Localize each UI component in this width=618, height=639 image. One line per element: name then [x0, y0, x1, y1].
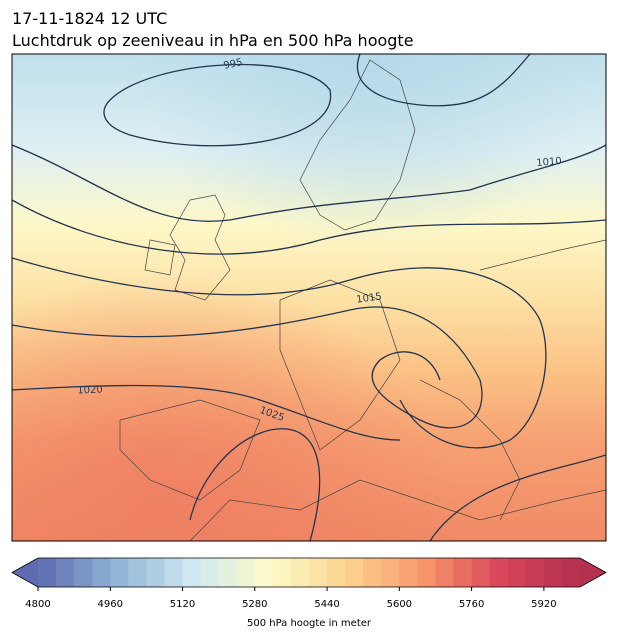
colorbar-tick-label: 5600 [387, 599, 412, 610]
map-frame [11, 53, 607, 542]
colorbar-segment [525, 558, 545, 587]
colorbar-segment [200, 558, 220, 587]
colorbar-segment [110, 558, 129, 587]
isobar-label: 1015 [356, 291, 383, 305]
colorbar-extend-low [12, 558, 38, 587]
colorbar-segment [182, 558, 202, 587]
colorbar-segment [327, 558, 346, 587]
colorbar-segment [543, 558, 563, 587]
colorbar-segment [146, 558, 165, 587]
colorbar-segment [38, 558, 57, 587]
colorbar-segment [74, 558, 93, 587]
height-field-cold [12, 54, 606, 541]
isobars [12, 54, 606, 541]
title-line-1: 17-11-1824 12 UTC [12, 9, 167, 28]
colorbar-label: 500 hPa hoogte in meter [247, 618, 372, 629]
colorbar-segment [254, 558, 274, 587]
colorbar-outline [11, 557, 607, 588]
colorbar-tick-label: 5920 [531, 599, 556, 610]
colorbar-segment [218, 558, 238, 587]
colorbar-segment [272, 558, 292, 587]
colorbar-segment [236, 558, 256, 587]
colorbar-segment [92, 558, 111, 587]
colorbar-segment [471, 558, 491, 587]
title-line-2: Luchtdruk op zeeniveau in hPa en 500 hPa… [12, 31, 414, 50]
colorbar-tick-label: 5760 [459, 599, 484, 610]
colorbar: 4800 4960 5120 5280 5440 5600 5760 5920 [11, 557, 607, 610]
colorbar-segment [417, 558, 436, 587]
colorbar-segment [399, 558, 418, 587]
colorbar-segment [453, 558, 473, 587]
coastlines [119, 59, 606, 541]
colorbar-tick-label: 4800 [25, 599, 50, 610]
colorbar-segment [345, 558, 364, 587]
colorbar-tick-label: 5280 [242, 599, 267, 610]
colorbar-segment [381, 558, 400, 587]
colorbar-tick-label: 5440 [314, 599, 339, 610]
colorbar-segment [507, 558, 527, 587]
colorbar-segment [309, 558, 328, 587]
colorbar-segment [363, 558, 382, 587]
colorbar-segment [56, 558, 75, 587]
isobar-label: 1010 [536, 156, 562, 169]
colorbar-segment [489, 558, 509, 587]
isobar-label: 1020 [77, 385, 103, 397]
isobar-label: 995 [223, 57, 244, 72]
colorbar-tick-label: 5120 [170, 599, 195, 610]
colorbar-segment [435, 558, 455, 587]
colorbar-segment [561, 558, 581, 587]
colorbar-segment [128, 558, 147, 587]
colorbar-segment [164, 558, 184, 587]
colorbar-tick-label: 4960 [98, 599, 123, 610]
colorbar-segment [290, 558, 310, 587]
colorbar-extend-high [580, 558, 606, 587]
